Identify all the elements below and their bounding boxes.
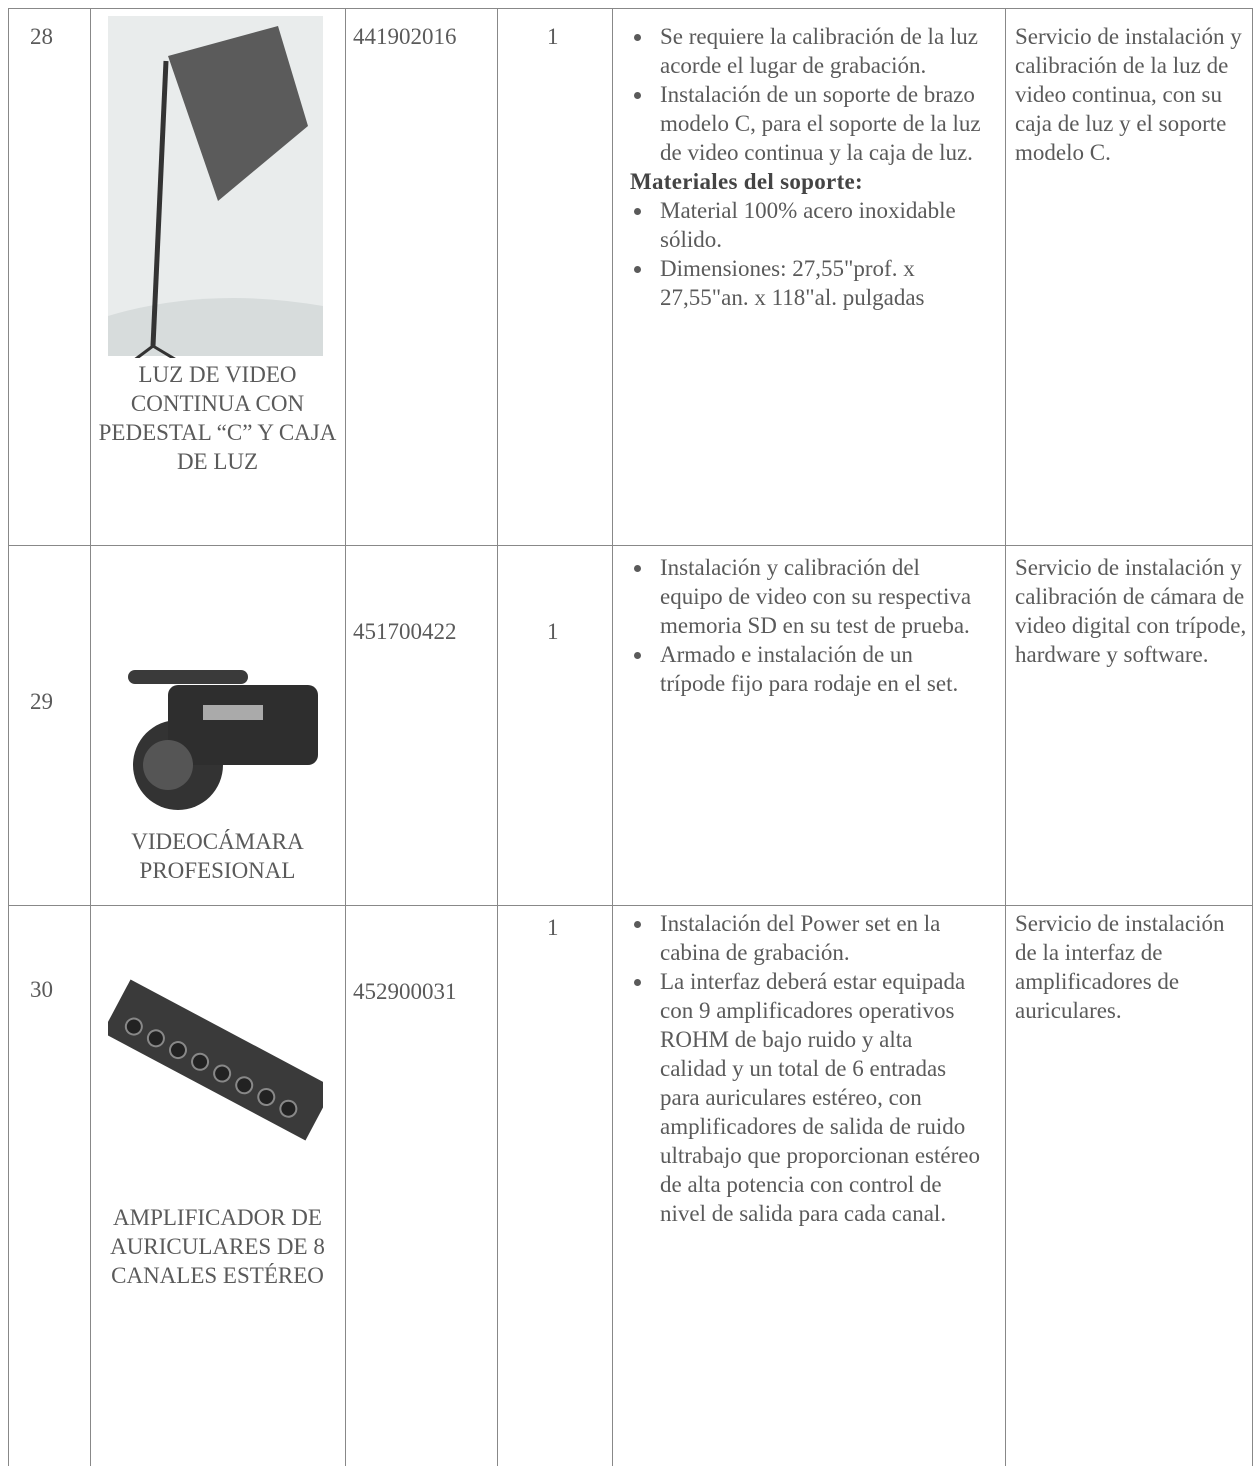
service: Servicio de instalación de la interfaz d… [1015, 911, 1225, 1023]
product-photo [108, 16, 323, 358]
subheading: Materiales del soporte: [630, 169, 863, 194]
quantity: 1 [547, 619, 559, 644]
row-rule [8, 8, 1253, 9]
product-code: 452900031 [353, 979, 457, 1004]
row-number: 30 [30, 977, 53, 1002]
service: Servicio de instalación y calibración de… [1015, 24, 1242, 165]
bullet-item: Instalación y calibración del equipo de … [654, 553, 983, 640]
bullet-item: La interfaz deberá estar equipada con 9 … [654, 967, 983, 1228]
column-rule [90, 8, 91, 1466]
description: Instalación del Power set en la cabina d… [612, 909, 983, 1228]
column-rule [8, 8, 9, 1466]
column-rule [497, 8, 498, 1466]
quantity: 1 [547, 24, 559, 49]
product-caption: LUZ DE VIDEO CONTINUA CON PEDESTAL “C” Y… [98, 362, 337, 474]
product-code: 451700422 [353, 619, 457, 644]
bullet-item: Instalación del Power set en la cabina d… [654, 909, 983, 967]
product-photo [128, 670, 318, 810]
service: Servicio de instalación y calibración de… [1015, 555, 1247, 667]
bullet-item: Instalación de un soporte de brazo model… [654, 80, 983, 167]
bullet-list: Instalación del Power set en la cabina d… [612, 909, 983, 1228]
bullet-list: Material 100% acero inoxidable sólido.Di… [612, 196, 983, 312]
product-code: 441902016 [353, 24, 457, 49]
bullet-list: Instalación y calibración del equipo de … [612, 553, 983, 698]
row-rule [8, 905, 1253, 906]
product-photo [108, 979, 323, 1141]
row-rule [8, 545, 1253, 546]
column-rule [1005, 8, 1006, 1466]
description: Instalación y calibración del equipo de … [612, 553, 983, 698]
bullet-list: Se requiere la calibración de la luz aco… [612, 22, 983, 167]
quantity: 1 [547, 915, 559, 940]
bullet-item: Dimensiones: 27,55"prof. x 27,55"an. x 1… [654, 254, 983, 312]
product-caption: VIDEOCÁMARA PROFESIONAL [131, 829, 304, 883]
bullet-item: Material 100% acero inoxidable sólido. [654, 196, 983, 254]
column-rule [345, 8, 346, 1466]
row-number: 28 [30, 24, 53, 49]
bullet-item: Armado e instalación de un trípode fijo … [654, 640, 983, 698]
description: Se requiere la calibración de la luz aco… [612, 22, 983, 312]
bullet-item: Se requiere la calibración de la luz aco… [654, 22, 983, 80]
product-caption: AMPLIFICADOR DE AURICULARES DE 8 CANALES… [110, 1205, 325, 1288]
row-number: 29 [30, 689, 53, 714]
column-rule [612, 8, 613, 1466]
